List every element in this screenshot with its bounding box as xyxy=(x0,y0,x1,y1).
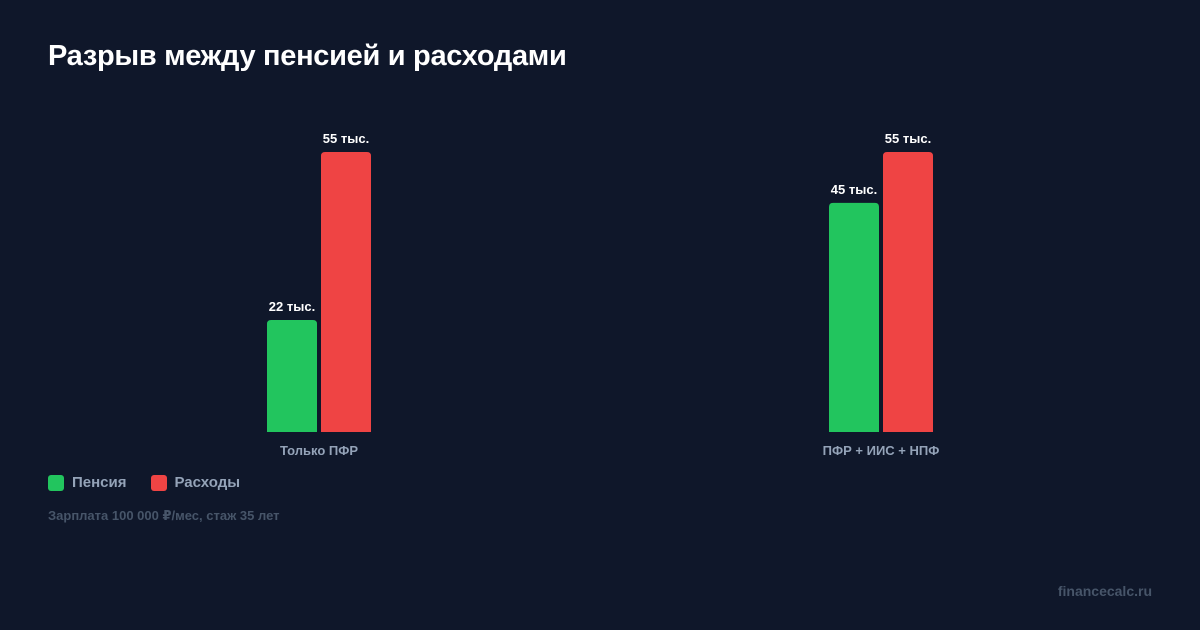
legend-item-pension: Пенсия xyxy=(48,474,127,491)
category-label: Только ПФР xyxy=(280,443,358,458)
bar-pension xyxy=(829,202,879,432)
footnote: Зарплата 100 000 ₽/мес, стаж 35 лет xyxy=(48,508,280,523)
legend-swatch-expenses xyxy=(150,474,167,491)
legend: Пенсия Расходы xyxy=(48,474,240,491)
data-label: 22 тыс. xyxy=(269,299,315,314)
data-label: 45 тыс. xyxy=(831,182,877,197)
data-label: 55 тыс. xyxy=(323,131,369,146)
legend-label: Пенсия xyxy=(72,474,127,491)
category-label: ПФР + ИИС + НПФ xyxy=(823,443,940,458)
data-label: 55 тыс. xyxy=(885,131,931,146)
legend-label: Расходы xyxy=(174,474,241,491)
legend-swatch-pension xyxy=(48,474,64,491)
chart-title: Разрыв между пенсией и расходами xyxy=(48,40,567,72)
bar-expenses xyxy=(883,152,933,432)
bar-pension xyxy=(267,320,317,432)
legend-item-expenses: Расходы xyxy=(150,474,241,491)
bar-expenses xyxy=(321,152,371,432)
brand-watermark: financecalc.ru xyxy=(1057,583,1152,599)
